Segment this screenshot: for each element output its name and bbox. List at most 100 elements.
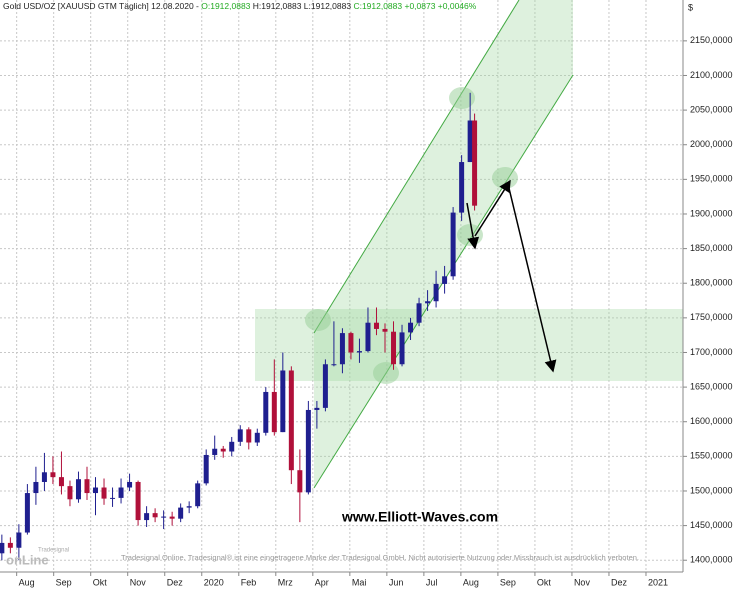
- x-tick-label: Apr: [315, 577, 329, 587]
- candle-body: [67, 486, 73, 500]
- candle-body: [75, 479, 81, 500]
- y-axis-label: $: [688, 2, 693, 12]
- x-tick-label: Aug: [19, 577, 35, 587]
- header: Gold USD/OZ [XAUUSD GTM Täglich] 12.08.2…: [3, 1, 477, 11]
- candle-body: [220, 448, 226, 452]
- x-tick-label: Jun: [389, 577, 404, 587]
- candle-body: [416, 303, 422, 323]
- channel-upper: [313, 0, 520, 334]
- y-tick-label: 1750,0000: [690, 312, 733, 322]
- candle-body: [280, 370, 286, 433]
- candle-body: [339, 333, 345, 365]
- candle-body: [41, 472, 47, 482]
- candle-body: [391, 331, 397, 365]
- candle-body: [144, 513, 150, 521]
- candle-body: [152, 513, 158, 518]
- x-tick-label: Dez: [167, 577, 184, 587]
- candle-body: [127, 481, 133, 488]
- x-tick-label: Feb: [241, 577, 257, 587]
- watermark: www.Elliott-Waves.com: [341, 509, 498, 525]
- candle-body: [348, 333, 354, 353]
- candle-body: [110, 497, 116, 499]
- y-tick-label: 1700,0000: [690, 347, 733, 357]
- y-tick-label: 1850,0000: [690, 243, 733, 253]
- candle-body: [356, 351, 362, 353]
- header-symbol: Gold USD/OZ [XAUUSD GTM Täglich] 12.08.2…: [3, 1, 201, 11]
- candle-body: [93, 487, 99, 494]
- y-tick-label: 1950,0000: [690, 174, 733, 184]
- header-high-low: H:1912,0883 L:1912,0883: [253, 1, 354, 11]
- candle-body: [135, 481, 141, 521]
- x-tick-label: Nov: [574, 577, 591, 587]
- x-tick-label: Okt: [537, 577, 552, 587]
- candle-body: [450, 212, 456, 277]
- candle-body: [237, 429, 243, 442]
- candle-body: [24, 493, 30, 533]
- candle-body: [203, 454, 209, 484]
- candle-body: [0, 542, 5, 554]
- candle-body: [263, 391, 269, 433]
- x-tick-label: Jul: [426, 577, 438, 587]
- candle-body: [399, 332, 405, 365]
- candle-body: [84, 479, 90, 494]
- ellipse: [449, 87, 475, 109]
- x-tick-label: 2021: [648, 577, 668, 587]
- x-tick-label: Sep: [500, 577, 516, 587]
- candle-body: [373, 322, 379, 329]
- candle-body: [118, 487, 124, 498]
- candle-body: [161, 516, 167, 518]
- candle-body: [408, 322, 414, 333]
- candle-body: [382, 328, 388, 332]
- header-open: O:1912,0883: [201, 1, 253, 11]
- y-tick-label: 1450,0000: [690, 520, 733, 530]
- candle-body: [425, 301, 431, 304]
- y-tick-label: 2050,0000: [690, 104, 733, 114]
- ellipse: [373, 362, 399, 384]
- candle-body: [7, 542, 13, 548]
- candle-body: [212, 448, 218, 455]
- y-tick-label: 1400,0000: [690, 555, 733, 565]
- y-tick-label: 1900,0000: [690, 208, 733, 218]
- header-close: C:1912,0883 +0,0873 +0,0046%: [353, 1, 476, 11]
- x-tick-label: Dez: [611, 577, 628, 587]
- candle-body: [314, 407, 320, 410]
- arrow: [466, 202, 480, 250]
- candle-body: [186, 506, 192, 508]
- ellipse: [492, 167, 518, 189]
- candles: [0, 92, 478, 561]
- candle-body: [169, 516, 175, 519]
- candle-body: [288, 370, 294, 471]
- grid: [0, 0, 683, 572]
- candle-body: [271, 391, 277, 433]
- ellipses: [305, 87, 518, 384]
- candle-body: [365, 322, 371, 352]
- ellipse: [305, 309, 331, 331]
- x-tick-label: Mrz: [278, 577, 293, 587]
- candle-body: [101, 487, 107, 499]
- ellipse: [457, 224, 483, 246]
- x-tick-label: Aug: [463, 577, 479, 587]
- candle-body: [33, 481, 39, 494]
- candle-body: [442, 276, 448, 284]
- candle-body: [16, 532, 22, 548]
- y-tick-label: 1500,0000: [690, 485, 733, 495]
- y-tick-label: 1600,0000: [690, 416, 733, 426]
- candle-body: [246, 429, 252, 443]
- candle-body: [467, 120, 473, 163]
- candle-body: [50, 472, 56, 478]
- x-tick-label: Sep: [56, 577, 72, 587]
- candle-body: [459, 162, 465, 213]
- y-tick-label: 2000,0000: [690, 139, 733, 149]
- candle-body: [297, 470, 303, 493]
- logo-top: Tradesignal: [38, 548, 69, 554]
- x-tick-label: 2020: [204, 577, 224, 587]
- logo-bottom: onLine: [6, 552, 49, 567]
- y-tick-label: 1550,0000: [690, 451, 733, 461]
- arrow: [507, 183, 557, 373]
- y-tick-label: 1650,0000: [690, 381, 733, 391]
- y-tick-label: 1800,0000: [690, 278, 733, 288]
- candle-body: [331, 364, 337, 366]
- x-tick-label: Nov: [130, 577, 147, 587]
- candle-body: [254, 432, 260, 443]
